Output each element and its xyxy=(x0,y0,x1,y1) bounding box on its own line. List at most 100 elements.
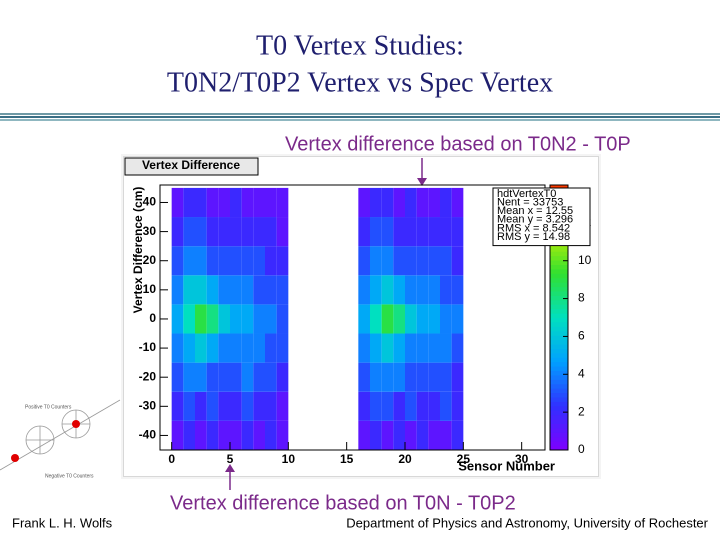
heatmap-cell xyxy=(230,187,242,218)
colorbar-step xyxy=(550,299,568,305)
heatmap-cell xyxy=(276,275,289,305)
colorbar-step xyxy=(550,414,568,420)
heatmap-cell xyxy=(393,304,405,334)
heatmap-cell xyxy=(206,362,219,392)
stats-box xyxy=(492,187,591,247)
heatmap-cell xyxy=(393,391,405,421)
heatmap-cell xyxy=(183,362,195,392)
heatmap-cell xyxy=(265,304,277,334)
heatmap-cell xyxy=(358,217,370,247)
stats-line: hdtVertexT0 xyxy=(497,188,556,200)
heatmap-cell xyxy=(393,246,405,276)
heatmap-cell xyxy=(218,246,230,276)
colorbar-step xyxy=(550,352,568,358)
heatmap-cell xyxy=(171,391,184,421)
colorbar-step xyxy=(550,268,568,274)
heatmap-cell xyxy=(440,391,452,421)
colorbar-step xyxy=(550,295,568,301)
colorbar-step xyxy=(550,255,568,261)
heatmap-cell xyxy=(405,362,417,392)
heatmap-cell xyxy=(241,246,254,276)
stats-line: RMS x = 8.542 xyxy=(497,222,570,234)
z-tick-label: 6 xyxy=(578,329,585,343)
heatmap-cell xyxy=(276,362,289,392)
colorbar-step xyxy=(550,185,568,190)
heatmap-cell xyxy=(241,187,254,218)
heatmap-cell xyxy=(241,362,254,392)
heatmap-cell xyxy=(206,217,219,247)
heatmap-cell xyxy=(206,304,219,334)
heatmap-cell xyxy=(370,246,382,276)
heatmap-cell xyxy=(241,333,254,363)
heatmap-cell xyxy=(171,304,184,334)
heatmap-cell xyxy=(370,333,382,363)
y-tick-label: 30 xyxy=(143,224,157,238)
heatmap-cell xyxy=(183,333,195,363)
heatmap-cell xyxy=(451,304,464,334)
colorbar-step xyxy=(550,282,568,288)
heatmap-cell xyxy=(440,275,452,305)
heatmap-cell xyxy=(428,217,440,247)
colorbar-step xyxy=(550,246,568,252)
heatmap-cell xyxy=(218,275,230,305)
x-tick-label: 10 xyxy=(282,452,296,466)
colorbar-step xyxy=(550,308,568,314)
inset-label: Negative T0 Counters xyxy=(45,473,94,479)
heatmap-cell xyxy=(230,246,242,276)
heatmap-cell xyxy=(393,362,405,392)
heatmap-cell xyxy=(171,217,184,247)
heatmap-cell xyxy=(393,333,405,363)
heatmap-cell xyxy=(241,391,254,421)
heatmap-cell xyxy=(253,217,265,247)
colorbar-step xyxy=(550,291,568,296)
heatmap-cell xyxy=(253,420,265,450)
heatmap-cell xyxy=(195,391,207,421)
heatmap-cell xyxy=(358,275,370,305)
plot-title: Vertex Difference xyxy=(142,158,240,172)
colorbar-frame xyxy=(549,184,569,451)
heatmap-cell xyxy=(241,304,254,334)
slide-title: T0 Vertex Studies: xyxy=(256,30,464,61)
heatmap-cell xyxy=(440,217,452,247)
z-tick-label: 10 xyxy=(578,253,592,267)
heatmap-cell xyxy=(416,391,429,421)
heatmap-cell xyxy=(171,362,184,392)
heatmap-cell xyxy=(428,187,440,218)
heatmap-cell xyxy=(265,391,277,421)
heatmap-cell xyxy=(381,275,394,305)
colorbar-step xyxy=(550,313,568,318)
heatmap-cell xyxy=(451,333,464,363)
heatmap-cell xyxy=(358,362,370,392)
heatmap-cell xyxy=(253,246,265,276)
heatmap-cell xyxy=(393,420,405,450)
heatmap-cell xyxy=(370,217,382,247)
heatmap-cell xyxy=(230,217,242,247)
divider xyxy=(0,113,720,121)
heatmap-cell xyxy=(195,275,207,305)
heatmap-cell xyxy=(265,420,277,450)
annotation: Vertex difference based on T0N - T0P2 xyxy=(170,492,516,514)
heatmap-cell xyxy=(416,333,429,363)
heatmap-cell xyxy=(358,333,370,363)
colorbar-step xyxy=(550,410,568,416)
heatmap-cell xyxy=(405,246,417,276)
heatmap-cell xyxy=(265,217,277,247)
heatmap-cell xyxy=(405,333,417,363)
arrow xyxy=(225,158,427,490)
colorbar-step xyxy=(550,392,568,398)
colorbar-step xyxy=(550,335,568,341)
x-tick-label: 25 xyxy=(457,452,471,466)
colorbar-step xyxy=(550,370,568,376)
z-tick-label: 4 xyxy=(578,366,585,380)
colorbar-step xyxy=(550,277,568,283)
heatmap-cell xyxy=(393,187,405,218)
colorbar-step xyxy=(550,348,568,354)
inset-diagram xyxy=(0,399,121,471)
colorbar-step xyxy=(550,286,568,292)
annotation: Vertex difference based on T0N2 - T0P xyxy=(285,133,631,155)
y-tick-label: -40 xyxy=(139,428,157,442)
colorbar-step xyxy=(550,388,568,394)
colorbar-step xyxy=(550,427,568,433)
heatmap-cell xyxy=(206,187,219,218)
